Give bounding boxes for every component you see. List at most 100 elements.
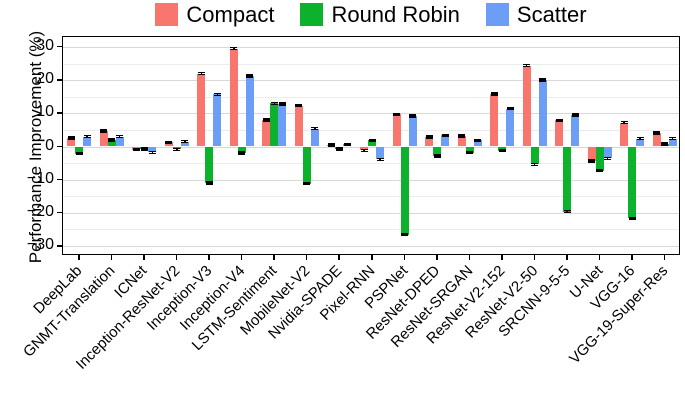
error-bar — [78, 152, 80, 156]
error-bar-cap — [628, 218, 636, 220]
gridline-minor--25 — [63, 229, 679, 231]
error-bar-cap — [628, 216, 636, 218]
error-bar-cap — [67, 138, 75, 140]
gridline-major-20 — [63, 80, 679, 82]
error-bar — [118, 134, 121, 139]
error-bar-cap — [596, 169, 604, 171]
bar-compact-gnmt-translation — [99, 130, 108, 147]
x-tick-mark — [371, 255, 373, 260]
x-tick-mark — [566, 255, 568, 260]
error-bar — [606, 156, 609, 161]
error-bar — [403, 233, 406, 237]
error-bar-cap — [335, 147, 343, 149]
error-bar-cap — [205, 183, 213, 185]
y-tick-mark--20 — [57, 211, 62, 214]
error-bar-cap — [67, 136, 75, 138]
error-bar-cap — [669, 136, 677, 139]
error-bar — [558, 118, 560, 122]
error-bar-cap — [303, 182, 311, 184]
error-bar-cap — [262, 118, 270, 120]
error-bar-cap — [393, 114, 401, 116]
x-tick-mark — [143, 255, 145, 260]
error-bar-cap — [523, 65, 531, 68]
legend-item-scatter: Scatter — [485, 2, 587, 27]
error-bar-cap — [108, 140, 116, 142]
error-bar-cap — [498, 149, 506, 151]
error-bar — [476, 138, 479, 142]
y-tick-label-30: 30 — [36, 36, 54, 54]
x-tick-mark — [631, 255, 633, 260]
error-bar-cap — [441, 133, 449, 136]
x-tick-mark — [78, 255, 80, 260]
error-bar — [330, 143, 333, 147]
error-bar-cap — [83, 136, 91, 139]
bar-scatter-pspnet — [408, 115, 417, 147]
error-bar — [566, 209, 568, 214]
legend-item-compact: Compact — [155, 3, 274, 26]
error-bar-cap — [262, 120, 270, 122]
error-bar — [151, 150, 154, 155]
bar-compact-srcnn-9-5-5 — [555, 120, 564, 147]
error-bar-cap — [108, 138, 116, 140]
error-bar-cap — [343, 142, 351, 145]
error-bar — [102, 129, 105, 133]
legend-swatch-round-robin — [300, 3, 324, 26]
gridline-minor-5 — [63, 129, 679, 131]
error-bar-cap — [490, 94, 498, 96]
bar-compact-pixel-rnn — [360, 146, 368, 151]
error-bar — [371, 138, 373, 142]
bar-scatter-vgg-16 — [636, 138, 645, 147]
error-bar — [168, 140, 170, 144]
bar-compact-pspnet — [392, 114, 401, 147]
error-bar — [468, 151, 471, 155]
error-bar-cap — [376, 159, 384, 162]
error-bar-cap — [409, 114, 417, 116]
error-bar-cap — [433, 154, 441, 156]
error-bar-cap — [563, 211, 571, 214]
error-bar — [533, 162, 536, 167]
bar-scatter-pixel-rnn — [376, 146, 384, 160]
error-bar-cap — [213, 92, 221, 95]
bar-compact-u-net — [587, 146, 596, 162]
bar-round-robin-inception-v4 — [237, 146, 246, 154]
bar-scatter-resnet-dped — [441, 135, 450, 147]
error-bar-cap — [173, 147, 181, 150]
error-bar-cap — [230, 46, 238, 49]
error-bar — [541, 78, 544, 82]
y-tick-mark-10 — [57, 112, 62, 114]
gridline-zero — [63, 146, 679, 148]
error-bar-cap — [368, 140, 376, 142]
error-bar — [143, 147, 146, 151]
error-bar-cap — [278, 104, 286, 106]
x-tick-mark — [110, 255, 113, 260]
bar-compact-mobilenet-v2 — [294, 105, 303, 147]
legend-label-scatter: Scatter — [516, 2, 587, 27]
x-tick-mark — [403, 255, 406, 260]
error-bar-cap — [116, 136, 124, 139]
error-bar-cap — [425, 137, 433, 139]
bar-round-robin-lstm-sentiment — [270, 103, 279, 147]
error-bar — [509, 107, 511, 111]
error-bar — [281, 102, 284, 106]
error-bar-cap — [376, 157, 384, 160]
error-bar-cap — [295, 104, 303, 106]
error-bar-cap — [653, 133, 661, 135]
bar-round-robin-u-net — [595, 146, 604, 171]
x-tick-mark — [501, 255, 503, 260]
bar-compact-vgg-19-super-res — [652, 132, 661, 147]
error-bar-cap — [661, 144, 669, 146]
bar-round-robin-resnet-v2-50 — [530, 146, 539, 165]
gridline-minor-25 — [63, 63, 679, 65]
error-bar-cap — [197, 73, 205, 76]
bar-round-robin-resnet-dped — [433, 146, 442, 157]
error-bar-cap — [327, 143, 335, 145]
error-bar-cap — [563, 209, 571, 212]
error-bar — [216, 92, 219, 97]
error-bar-cap — [295, 105, 303, 108]
bar-scatter-mobilenet-v2 — [310, 128, 319, 147]
error-bar — [379, 157, 381, 162]
bar-scatter-inception-v4 — [245, 76, 254, 147]
error-bar-cap — [425, 135, 433, 137]
x-tick-mark — [240, 255, 243, 260]
